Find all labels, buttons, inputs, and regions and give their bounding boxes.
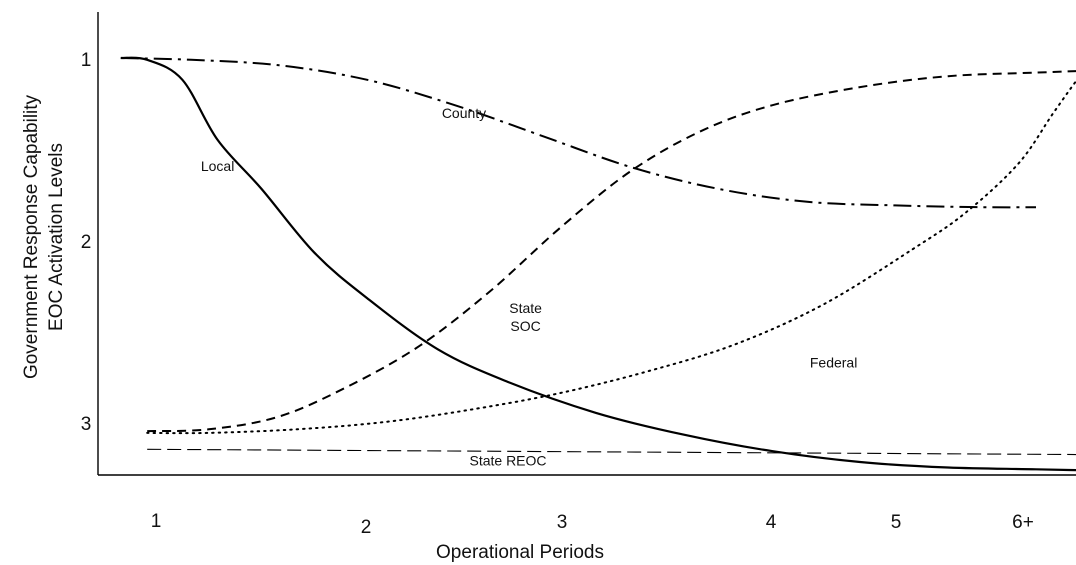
y-tick-labels: 1 2 3 [81,50,92,435]
x-tick-label: 4 [766,512,777,533]
curve-label: SOC [510,318,540,334]
y-axis-title-line-1: Government Response Capability [21,94,42,379]
x-tick-label: 3 [557,512,568,533]
curve-label: Local [201,158,234,174]
curve-labels: County Local State SOC Federal State REOC [201,105,857,469]
curve-label: County [442,105,486,121]
x-tick-label: 2 [361,517,372,538]
curve-label: State REOC [469,453,546,469]
x-axis-title: Operational Periods [436,542,604,563]
y-tick-label: 1 [81,50,92,71]
x-tick-label: 5 [891,512,902,533]
curve-label: State [509,300,542,316]
series-line-state-soc [147,70,1076,433]
series-lines [120,56,1076,472]
x-tick-label: 6+ [1012,512,1034,533]
y-tick-label: 3 [81,414,92,435]
series-line-county [120,57,1037,209]
curve-label: Federal [810,354,857,370]
series-line-local [120,56,1076,472]
x-tick-labels: 1 2 3 4 5 6+ [151,511,1034,538]
series-line-state-reoc [147,448,1076,456]
series-line-federal [146,79,1076,435]
y-axis-title-line-2: EOC Activation Levels [46,143,67,331]
x-tick-label: 1 [151,511,162,532]
y-tick-label: 2 [81,232,92,253]
